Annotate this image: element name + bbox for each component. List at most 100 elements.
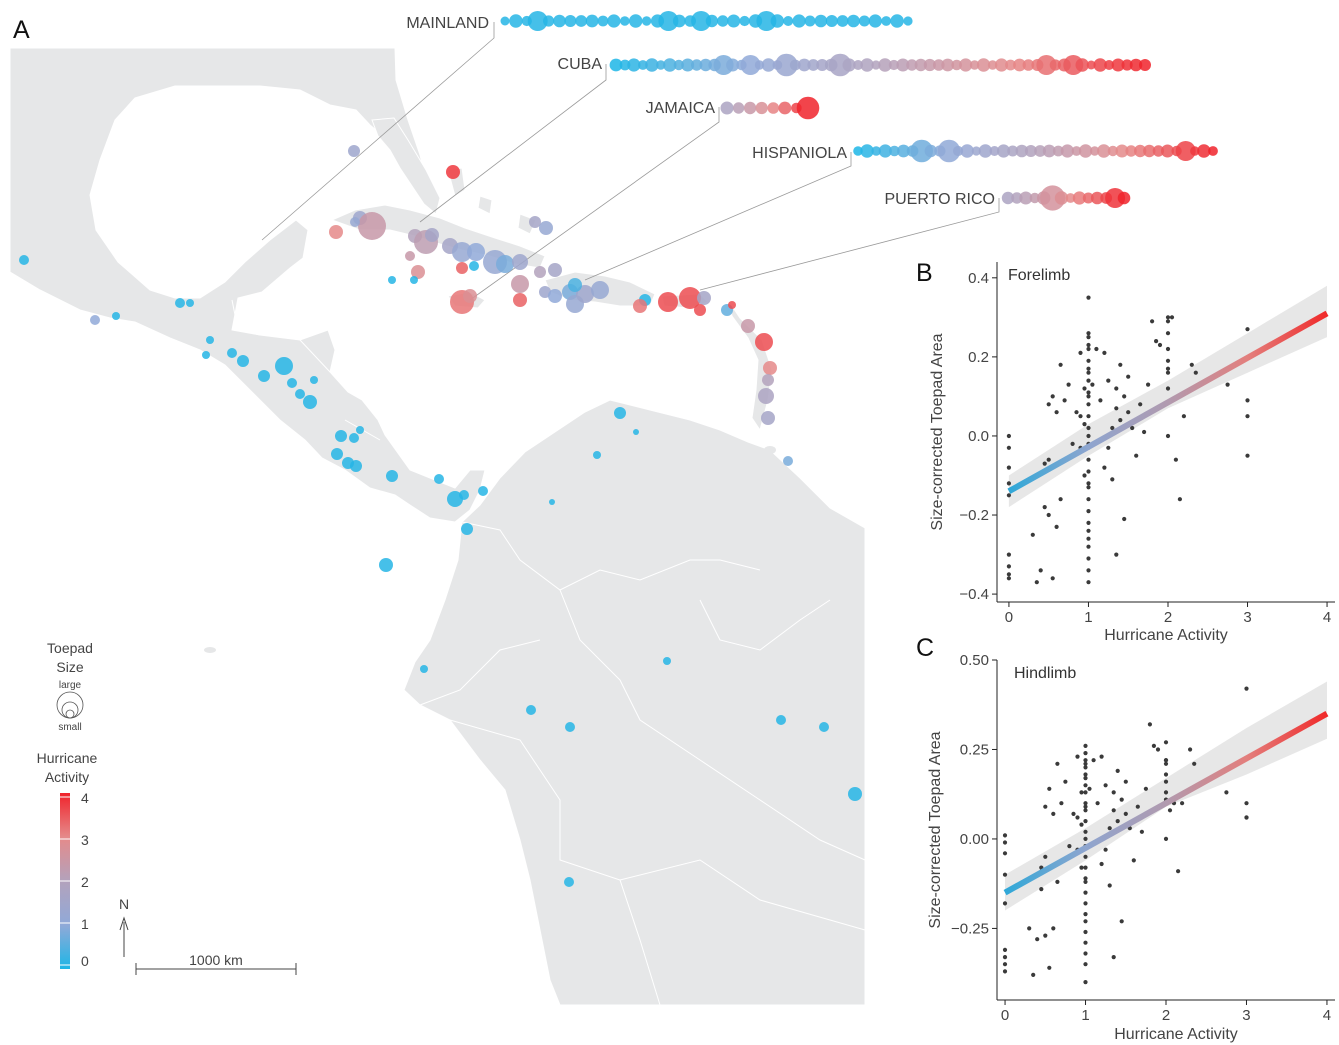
map-sample-point <box>758 388 774 404</box>
scatter-point <box>1107 883 1112 888</box>
y-tick-label: 0.2 <box>968 349 989 366</box>
island-row-bubble <box>1104 60 1115 70</box>
scatter-point <box>1086 366 1091 371</box>
scatter-point <box>1083 912 1088 917</box>
scatter-point <box>1083 962 1088 967</box>
scatter-point <box>1030 532 1035 537</box>
island-row-bubble <box>1071 146 1082 156</box>
size-legend-circle-small <box>65 709 75 719</box>
map-sample-point <box>694 304 706 316</box>
scatter-point <box>1245 453 1250 458</box>
island-row-bubble <box>906 59 918 71</box>
color-legend-tick-3: 3 <box>81 832 89 848</box>
scatter-point <box>1083 890 1088 895</box>
island-row-bubble <box>896 58 910 72</box>
scatter-point <box>1006 572 1012 577</box>
map-sample-point <box>202 351 210 359</box>
island-row-bubble <box>959 58 973 72</box>
scatter-point <box>1051 811 1056 817</box>
island-row-bubble <box>1024 145 1037 157</box>
island-row-bubble <box>619 59 631 71</box>
y-tick-label: 0.00 <box>960 831 989 848</box>
scatter-point <box>1126 374 1131 379</box>
scatter-point <box>1051 926 1056 931</box>
island-row-bubble <box>783 16 794 26</box>
scatter-point <box>1063 779 1068 784</box>
scatter-point <box>1083 761 1088 766</box>
scatter-point <box>1165 346 1171 352</box>
map-sample-point <box>755 333 773 351</box>
land-north-america <box>9 47 486 523</box>
scatter-point <box>1155 747 1161 752</box>
scatter-point <box>1006 433 1012 439</box>
y-tick-label: −0.25 <box>951 920 989 937</box>
island-bubble-rows <box>500 11 1218 211</box>
island-row-bubble <box>796 96 820 120</box>
map-sample-point <box>633 429 639 435</box>
land-trinidad <box>764 446 776 454</box>
scatter-point <box>1006 564 1012 569</box>
island-row-bubble <box>910 139 933 163</box>
scatter-point <box>1042 461 1047 466</box>
scatter-point <box>1083 940 1088 945</box>
x-tick-label: 4 <box>1323 1007 1331 1024</box>
island-row-bubble <box>1175 141 1196 161</box>
row-label-mainland: MAINLAND <box>406 15 489 32</box>
map-sample-point <box>405 251 415 261</box>
island-row-bubble <box>770 14 784 28</box>
scatter-point <box>1176 869 1181 874</box>
scatter-point <box>1102 350 1107 355</box>
map-sample-point <box>446 165 460 179</box>
map-sample-point <box>663 657 671 665</box>
scatter-point <box>1086 544 1091 549</box>
scatter-point <box>1043 854 1048 859</box>
island-row-bubble <box>775 53 798 77</box>
connector-jamaica <box>469 107 720 301</box>
scatter-point <box>1122 394 1127 399</box>
scatter-point <box>1165 433 1171 439</box>
size-legend-title-1: Toepad <box>47 640 93 656</box>
island-row-bubble <box>1019 191 1033 205</box>
scatter-point <box>1083 804 1088 809</box>
map-sample-point <box>761 411 775 425</box>
forelimb-fit-line <box>1007 310 1329 494</box>
scatter-point <box>1189 362 1194 367</box>
map-sample-point <box>379 558 393 572</box>
island-row-bubble <box>1011 192 1023 204</box>
scatter-point <box>1130 425 1135 431</box>
scatter-point <box>1055 879 1060 885</box>
scatter-point <box>1086 331 1091 336</box>
island-row-bubble <box>767 102 780 114</box>
panel-letter-a: A <box>13 16 30 44</box>
forelimb-plot: 0 1 2 3 4 −0.4 −0.2 0.0 0.2 0.4 Forelimb Hurrican… <box>929 262 1335 644</box>
scatter-point <box>1086 520 1091 526</box>
scatter-point <box>1047 965 1052 970</box>
map-sample-point <box>335 430 347 442</box>
scatter-point <box>1058 362 1063 367</box>
scatter-point <box>1086 433 1091 439</box>
scale-bar: 1000 km <box>135 952 297 975</box>
scatter-point <box>1103 783 1108 788</box>
scatter-point <box>1083 879 1088 885</box>
island-row-bubble <box>761 58 776 72</box>
scatter-point <box>1006 576 1012 581</box>
size-legend-small-label: small <box>58 722 81 733</box>
island-row-bubble <box>847 14 860 28</box>
map-sample-point <box>295 389 305 399</box>
island-row-bubble <box>976 58 991 72</box>
scatter-point <box>1046 402 1051 407</box>
color-legend-tick-0: 0 <box>81 953 89 969</box>
hindlimb-confidence-band <box>1005 681 1327 911</box>
island-row-bubble <box>878 58 892 72</box>
map-sample-point <box>469 261 479 271</box>
map-sample-point <box>329 225 343 239</box>
map-sample-point <box>776 715 786 725</box>
map-sample-point <box>463 289 477 303</box>
island-row-bubble <box>1078 144 1093 158</box>
scatter-point <box>1147 722 1152 727</box>
forelimb-title: Forelimb <box>1008 267 1070 284</box>
island-row-bubble <box>607 14 621 28</box>
scatter-point <box>1165 331 1171 336</box>
scatter-point <box>1054 524 1059 530</box>
scatter-point <box>1163 740 1169 745</box>
